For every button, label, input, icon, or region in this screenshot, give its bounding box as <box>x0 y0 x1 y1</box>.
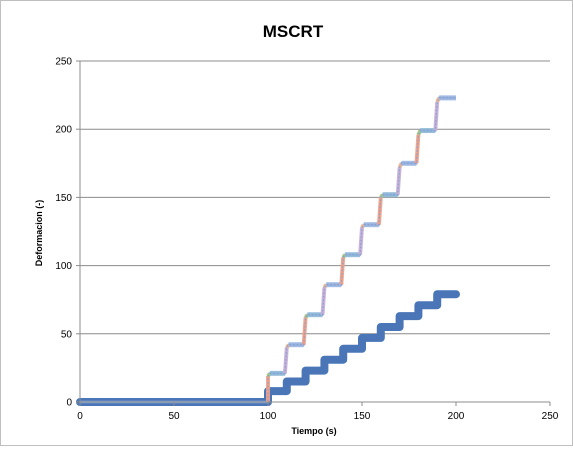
y-tick-label: 100 <box>55 261 72 272</box>
y-tick-label: 50 <box>61 329 73 340</box>
y-axis-title: Deformacion (-) <box>34 200 44 267</box>
series-2-markers <box>80 97 456 403</box>
axis-layer: 0 50 100 150 200 250 0 50 100 150 200 250 <box>55 57 558 423</box>
series-line-2 <box>80 96 456 404</box>
y-tick-label: 150 <box>55 193 72 204</box>
chart-title: MSCRT <box>263 22 324 41</box>
x-tick-label: 250 <box>542 411 559 422</box>
y-tick-label: 200 <box>55 125 72 136</box>
y-tick-label: 250 <box>55 57 72 68</box>
series-line-1 <box>76 290 460 406</box>
grid-layer <box>80 60 550 335</box>
x-tick-label: 100 <box>260 411 277 422</box>
x-tick-label: 50 <box>168 411 180 422</box>
x-tick-label: 0 <box>77 411 83 422</box>
x-tick-label: 200 <box>448 411 465 422</box>
series-layer <box>76 95 460 406</box>
x-axis-title: Tiempo (s) <box>291 426 336 436</box>
series-2-segment <box>414 134 421 164</box>
y-tick-label: 0 <box>66 398 72 409</box>
x-tick-label: 150 <box>354 411 371 422</box>
